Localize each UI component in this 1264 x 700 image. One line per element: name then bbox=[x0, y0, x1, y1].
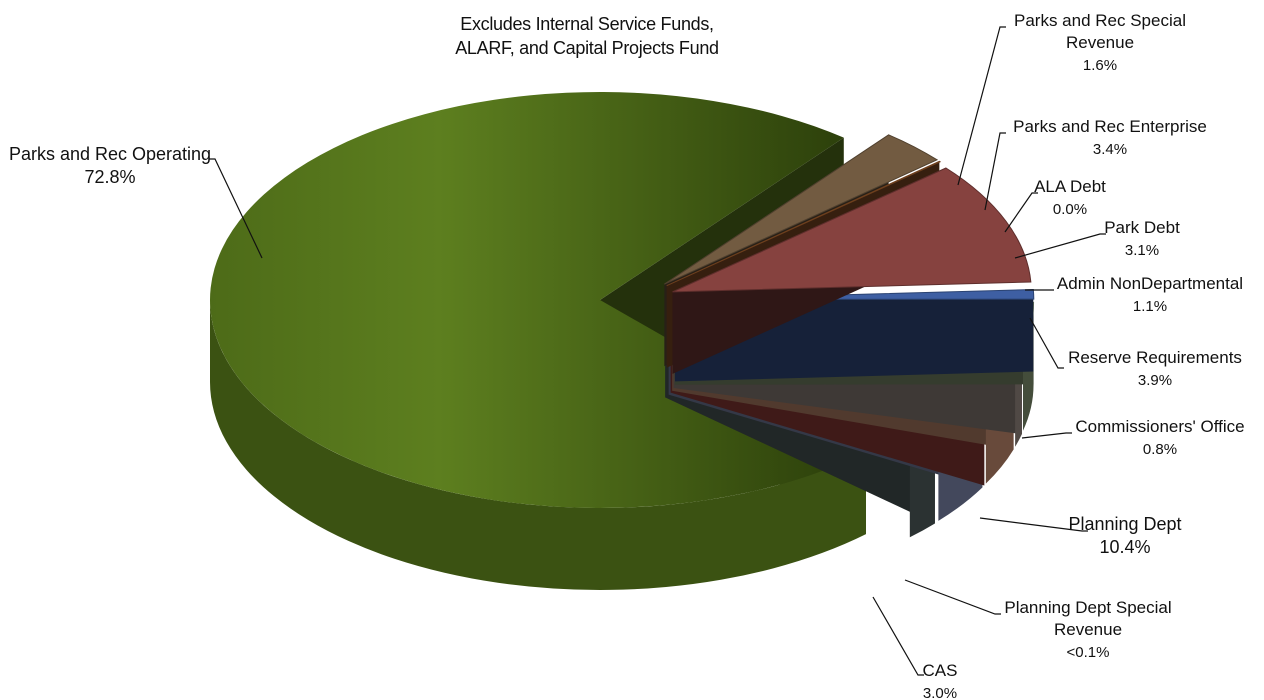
leader-line-cas bbox=[872, 596, 924, 676]
slice-pct-reserve-requirements: 3.9% bbox=[1138, 372, 1172, 389]
slice-label-commissioners-office: Commissioners' Office bbox=[1075, 417, 1244, 436]
leader-line-planning-dept-special-revenue bbox=[904, 579, 1001, 615]
chart-note-line-2: ALARF, and Capital Projects Fund bbox=[455, 38, 719, 58]
slice-planning-dept-special-revenue bbox=[666, 160, 942, 287]
slice-label-cas: CAS bbox=[923, 661, 958, 680]
slice-pct-planning-dept: 10.4% bbox=[1099, 537, 1150, 557]
slice-pct-parks-and-rec-enterprise: 3.4% bbox=[1093, 141, 1127, 158]
leader-line-park-debt bbox=[1014, 233, 1106, 259]
slice-label-planning-dept: Planning Dept bbox=[1068, 514, 1181, 534]
slice-pct-park-debt: 3.1% bbox=[1125, 242, 1159, 259]
slice-planning-dept bbox=[672, 167, 1032, 293]
slice-pct-parks-and-rec-special-revenue: 1.6% bbox=[1083, 57, 1117, 74]
slice-cas bbox=[664, 134, 939, 285]
slice-label-planning-dept-special-revenue-line-1: Planning Dept Special bbox=[1004, 598, 1171, 617]
leader-line-parks-and-rec-special-revenue bbox=[957, 26, 1006, 186]
slice-parks-and-rec-operating-side-wall bbox=[210, 300, 866, 590]
slice-pct-commissioners-office: 0.8% bbox=[1143, 441, 1177, 458]
slice-label-parks-and-rec-special-revenue-line-1: Parks and Rec Special bbox=[1014, 11, 1186, 30]
slice-pct-planning-dept-special-revenue: <0.1% bbox=[1067, 644, 1110, 661]
slice-pct-parks-and-rec-operating: 72.8% bbox=[84, 167, 135, 187]
slice-pct-cas: 3.0% bbox=[923, 685, 957, 700]
slice-label-parks-and-rec-special-revenue-line-2: Revenue bbox=[1066, 33, 1134, 52]
leader-line-parks-and-rec-operating bbox=[209, 158, 263, 259]
slice-label-park-debt: Park Debt bbox=[1104, 218, 1180, 237]
leader-line-commissioners-office bbox=[1021, 432, 1072, 439]
leader-line-parks-and-rec-enterprise bbox=[984, 132, 1006, 211]
slice-pct-admin-nondepartmental: 1.1% bbox=[1133, 298, 1167, 315]
slice-label-planning-dept-special-revenue-line-2: Revenue bbox=[1054, 620, 1122, 639]
leader-line-reserve-requirements bbox=[1029, 317, 1064, 369]
slice-pct-ala-debt: 0.0% bbox=[1053, 201, 1087, 218]
leader-line-planning-dept bbox=[979, 517, 1088, 532]
chart-note-line-1: Excludes Internal Service Funds, bbox=[460, 14, 714, 34]
slice-label-admin-nondepartmental: Admin NonDepartmental bbox=[1057, 274, 1243, 293]
slice-label-parks-and-rec-operating: Parks and Rec Operating bbox=[9, 144, 211, 164]
slice-label-ala-debt: ALA Debt bbox=[1034, 177, 1106, 196]
slice-label-parks-and-rec-enterprise: Parks and Rec Enterprise bbox=[1013, 117, 1207, 136]
slice-label-reserve-requirements: Reserve Requirements bbox=[1068, 348, 1242, 367]
leader-line-ala-debt bbox=[1004, 192, 1038, 233]
